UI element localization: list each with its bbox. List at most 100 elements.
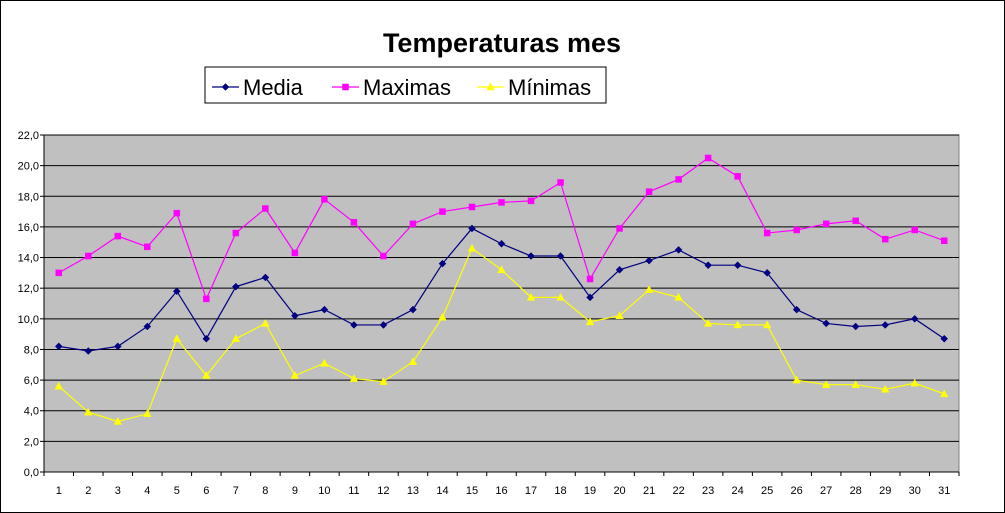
data-point [321,196,328,203]
data-point [291,311,299,320]
y-tick-label: 16,0 [18,222,39,234]
x-tick-label: 3 [115,485,121,497]
data-point [586,293,594,302]
data-point [674,246,683,254]
y-tick-label: 4,0 [24,406,39,418]
y-tick-label: 8,0 [24,344,39,356]
data-point [439,208,446,215]
data-point [911,226,918,234]
data-point [498,199,505,206]
data-point [54,342,63,351]
data-point [792,375,801,384]
data-point [320,358,329,367]
data-point [320,305,329,314]
data-point [409,220,417,228]
y-tick-label: 18,0 [18,191,39,203]
data-point [910,378,919,387]
legend-label: Maximas [363,75,451,100]
data-point [232,282,240,291]
x-tick-label: 14 [436,485,448,497]
data-point [763,269,771,277]
legend-marker [486,82,495,91]
data-point [438,259,447,268]
data-point [84,347,93,355]
data-point [851,380,860,388]
legend-label: Media [243,75,304,100]
data-point [674,292,683,301]
data-point [822,220,830,228]
data-point [113,416,123,425]
data-point [615,311,624,320]
y-tick-label: 0,0 [24,467,39,479]
data-point [349,374,359,382]
data-point [881,235,889,243]
data-point [172,287,181,296]
data-point [467,243,477,252]
data-point [557,179,564,186]
data-point [143,409,152,418]
y-tick-label: 10,0 [18,314,39,326]
legend-marker [221,83,230,91]
x-tick-label: 8 [262,485,268,497]
data-point [704,261,712,270]
data-point [763,229,771,237]
x-tick-label: 24 [732,485,744,497]
x-tick-label: 2 [85,485,91,497]
y-tick-label: 22,0 [18,130,39,142]
data-point [113,342,122,351]
data-point [409,305,417,314]
data-point [762,320,772,329]
x-tick-label: 18 [554,485,566,497]
data-point [172,334,182,342]
x-tick-label: 6 [203,485,209,497]
x-tick-label: 27 [820,485,832,497]
data-point [202,334,211,343]
data-point [261,273,270,282]
data-point [438,312,447,321]
x-tick-label: 7 [233,485,239,497]
data-point [793,226,800,234]
data-point [114,232,122,240]
data-point [940,237,948,244]
data-point [54,381,63,390]
data-point [645,256,653,265]
x-tick-label: 10 [318,485,330,497]
data-point [379,377,388,385]
legend-marker [342,83,349,91]
data-point [615,265,624,274]
data-point [821,380,831,388]
y-tick-label: 14,0 [18,253,39,265]
legend: Media Maximas Mínimas [204,66,607,104]
data-point [291,249,299,257]
data-point [644,285,654,293]
x-axis: 1 2 3 4 5 6 7 8 9 10 11 12 13 14 15 16 17 18 19 20 21 22 23 24 2… [43,471,960,497]
data-point [350,321,358,329]
legend-label: Mínimas [508,75,591,100]
legend-item: Media [212,75,304,100]
data-point [380,252,387,260]
data-point [526,292,536,301]
x-tick-label: 4 [144,485,150,497]
y-tick-label: 20,0 [18,161,39,173]
legend-item: Maximas [332,75,451,100]
x-tick-label: 22 [672,485,684,497]
data-point [733,320,742,329]
chart-title: Temperaturas mes [383,28,621,58]
x-tick-label: 12 [377,485,389,497]
y-axis: 0,0 2,0 4,0 6,0 8,0 10,0 12,0 14,0 16,0 18,0 20,0 2… [18,130,45,479]
y-tick-label: 6,0 [24,375,39,387]
x-tick-label: 30 [909,485,921,497]
series-2 [55,154,948,303]
data-point [645,188,653,195]
x-tick-label: 28 [850,485,862,497]
data-point [203,295,210,303]
data-point [379,321,388,329]
data-point [262,205,269,212]
data-point [851,322,860,331]
data-point [84,407,93,416]
data-point [202,370,211,379]
data-point [290,370,300,379]
data-point [733,261,742,270]
y-tick-label: 12,0 [18,283,39,295]
data-point [940,389,949,398]
